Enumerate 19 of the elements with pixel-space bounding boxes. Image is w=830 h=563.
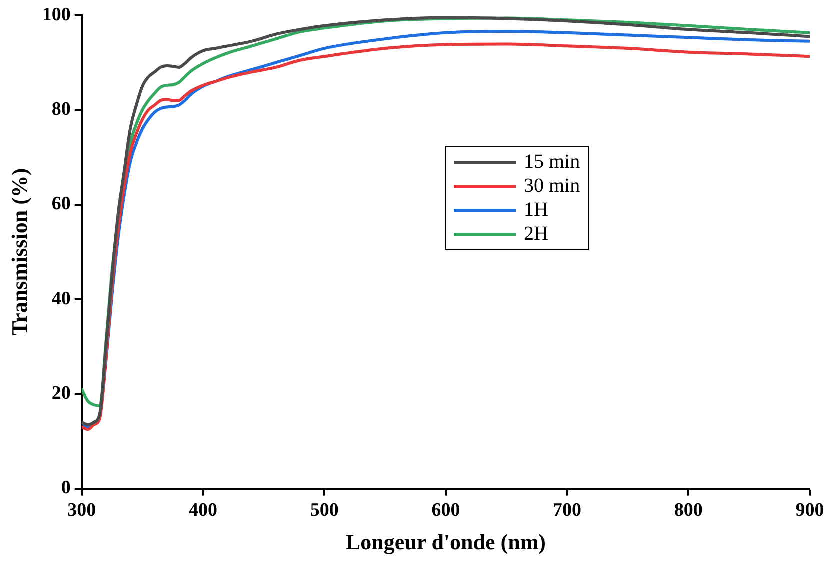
legend-label: 15 min [524,150,580,174]
y-tick-label: 60 [52,194,71,215]
x-tick-label: 600 [432,500,460,522]
x-tick-label: 400 [189,500,218,522]
y-tick-label: 40 [52,288,71,310]
y-tick-label: 20 [52,383,71,404]
x-axis-title: Longeur d'onde (nm) [346,529,546,554]
x-tick-label: 500 [310,500,339,522]
y-tick-label: 100 [42,4,71,26]
y-axis-title: Transmission (%) [6,168,32,336]
y-tick-label: 80 [52,98,71,120]
x-tick-label: 700 [553,500,582,522]
x-tick-label: 300 [68,500,96,522]
x-tick-label: 800 [674,500,703,522]
legend-label: 2H [524,222,548,246]
legend-label: 30 min [524,174,580,198]
y-tick-label: 0 [61,478,71,499]
x-tick-label: 900 [796,500,824,522]
legend-label: 1H [524,198,548,222]
